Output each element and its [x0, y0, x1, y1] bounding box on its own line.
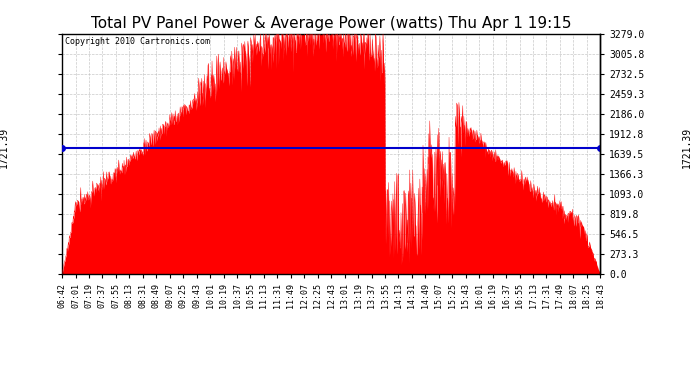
- Title: Total PV Panel Power & Average Power (watts) Thu Apr 1 19:15: Total PV Panel Power & Average Power (wa…: [91, 16, 571, 31]
- Text: Copyright 2010 Cartronics.com: Copyright 2010 Cartronics.com: [65, 38, 210, 46]
- Text: 1721.39: 1721.39: [682, 127, 690, 168]
- Text: 1721.39: 1721.39: [0, 127, 8, 168]
